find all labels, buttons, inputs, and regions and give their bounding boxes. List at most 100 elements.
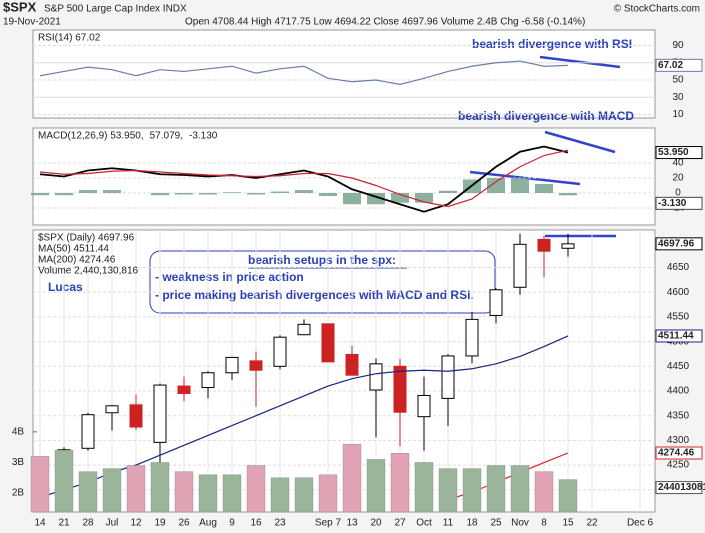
series-line (39, 149, 569, 208)
volume-bar (126, 465, 146, 513)
credit: © StockCharts.com (614, 4, 700, 15)
candle-body (369, 363, 383, 391)
legend-entry: -3.130 (189, 131, 218, 142)
volume-bar (30, 456, 50, 513)
candle-body (177, 385, 191, 394)
series-line (39, 145, 569, 213)
y-tick-label: 2B (12, 488, 25, 499)
date: 19-Nov-2021 (3, 17, 61, 28)
y-tick-label: 10 (672, 109, 684, 120)
x-tick-label: 9 (229, 518, 235, 529)
annotation: bearish divergence with RSI (472, 37, 632, 51)
x-tick-label: 28 (82, 518, 94, 529)
x-tick-label: Oct (416, 518, 432, 529)
volume-bar (246, 465, 266, 513)
candle-body (225, 356, 239, 374)
series-line (39, 60, 569, 85)
volume-bar (438, 468, 458, 513)
x-tick-label: 22 (586, 518, 598, 529)
y-tick-label: 4300 (667, 435, 690, 446)
candle-body (201, 372, 215, 389)
last-value-box (655, 58, 703, 72)
candle-body (489, 289, 503, 316)
histogram-bar (511, 177, 529, 193)
x-tick-label: 20 (370, 518, 382, 529)
histogram-bar (271, 191, 289, 193)
x-tick-label: 13 (346, 518, 358, 529)
candle-body (561, 243, 575, 249)
last-value-label: 4511.44 (658, 331, 694, 342)
candle-body (441, 355, 455, 399)
y-tick-label: 4400 (667, 386, 690, 397)
volume-bar (222, 474, 242, 513)
x-tick-label: 19 (154, 518, 166, 529)
annotation: - price making bearish divergences with … (155, 288, 474, 302)
volume-bar (198, 474, 218, 513)
note-box (149, 250, 496, 314)
histogram-bar (199, 192, 217, 195)
histogram-bar (439, 190, 457, 193)
histogram-bar (79, 189, 97, 193)
last-value-label: 4274.46 (658, 448, 695, 459)
y-tick-label: 4550 (667, 312, 690, 323)
x-tick-label: 12 (130, 518, 142, 529)
y-tick-label: 4450 (667, 361, 690, 372)
x-tick-label: 14 (34, 518, 46, 529)
histogram-bar (319, 192, 337, 196)
author: Lucas (48, 280, 83, 294)
legend-entry: MA(50) 4511.44 (38, 244, 109, 255)
x-tick-label: 21 (58, 518, 70, 529)
candle-body (321, 323, 335, 363)
y-tick-label: 4250 (667, 460, 690, 471)
rsi-panel (32, 29, 656, 119)
volume-bar (270, 477, 290, 513)
last-value-box (655, 481, 703, 495)
security-name: S&P 500 Large Cap Index INDX (44, 4, 187, 15)
x-tick-label: 15 (562, 518, 574, 529)
x-tick-label: Nov (511, 518, 529, 529)
legend-entry: MACD(12,26,9) 53.950, (38, 131, 144, 142)
histogram-bar (559, 192, 577, 196)
volume-bar (318, 474, 338, 513)
y-tick-label: 4B (12, 427, 25, 438)
histogram-bar (367, 192, 385, 205)
y-tick-label: 4350 (667, 410, 690, 421)
last-value-label: 67.02 (658, 60, 683, 71)
y-tick-label: 3B (12, 457, 25, 468)
annotation: bearish setups in the spx: (248, 253, 396, 267)
volume-bar (414, 462, 434, 513)
histogram-bar (343, 192, 361, 205)
volume-bar (342, 443, 362, 513)
y-tick-label: 90 (672, 40, 684, 51)
histogram-bar (175, 192, 193, 195)
x-tick-label: 8 (541, 518, 547, 529)
volume-bar (462, 468, 482, 513)
last-value-box (655, 329, 703, 343)
annotation: bearish divergence with MACD (458, 109, 634, 123)
x-tick-label: 27 (394, 518, 406, 529)
x-tick-label: 18 (466, 518, 478, 529)
last-value-box (655, 237, 703, 251)
legend-entry: Volume 2,440,130,816 (38, 266, 139, 277)
y-tick-label: 4650 (667, 262, 690, 273)
last-value-label: 4697.96 (658, 238, 695, 249)
histogram-bar (31, 192, 49, 196)
y-tick-label: 0 (675, 188, 681, 199)
candle-body (153, 384, 167, 443)
candle-body (273, 336, 287, 367)
histogram-bar (223, 192, 241, 193)
candle-body (249, 360, 263, 371)
x-tick-label: Sep 7 (315, 518, 342, 529)
histogram-bar (247, 192, 265, 195)
histogram-bar (295, 189, 313, 193)
y-tick-label: 4600 (667, 287, 690, 298)
legend-entry: RSI(14) 67.02 (38, 33, 101, 44)
candle-body (81, 414, 95, 449)
last-value-box (655, 146, 703, 160)
y-tick-label: 50 (672, 75, 684, 86)
candle-body (513, 243, 527, 288)
x-tick-label: 25 (490, 518, 502, 529)
annotation: - weakness in price action (155, 270, 304, 284)
